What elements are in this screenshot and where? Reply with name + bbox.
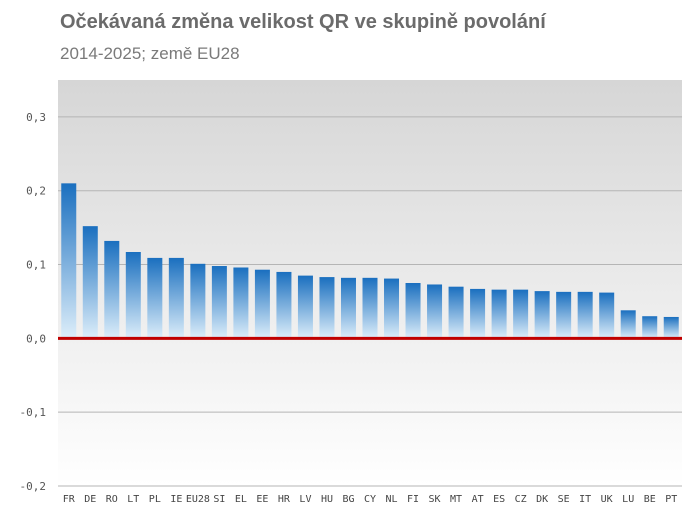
x-tick-label: ES bbox=[493, 494, 505, 505]
x-tick-label: RO bbox=[106, 494, 118, 505]
x-tick-label: SK bbox=[429, 494, 441, 505]
bar-ro bbox=[104, 240, 120, 339]
bar-bg bbox=[340, 277, 356, 339]
x-tick-label: EE bbox=[256, 494, 268, 505]
bar-cy bbox=[362, 277, 378, 339]
bar-cz bbox=[513, 289, 529, 339]
bar-mt bbox=[448, 286, 464, 339]
bar-nl bbox=[384, 278, 400, 339]
x-tick-label: SI bbox=[213, 494, 225, 505]
y-axis: 0,3 0,2 0,1 0,0 -0,1 -0,2 bbox=[20, 111, 47, 493]
bar-si bbox=[211, 266, 227, 339]
x-tick-label: LU bbox=[622, 494, 634, 505]
bar-de bbox=[82, 226, 98, 339]
x-tick-label: DK bbox=[536, 494, 548, 505]
x-tick-label: SE bbox=[558, 494, 570, 505]
bar-hu bbox=[319, 277, 335, 339]
x-tick-label: CZ bbox=[515, 494, 527, 505]
bar-at bbox=[470, 288, 486, 339]
bar-lt bbox=[125, 251, 141, 339]
bar-es bbox=[491, 289, 507, 339]
x-tick-label: PL bbox=[149, 494, 161, 505]
x-tick-label: UK bbox=[601, 494, 613, 505]
x-tick-label: MT bbox=[450, 494, 462, 505]
bar-lu bbox=[620, 310, 636, 339]
bar-lv bbox=[297, 275, 313, 339]
y-tick-label: 0,0 bbox=[26, 332, 46, 345]
x-tick-label: HU bbox=[321, 494, 333, 505]
bar-dk bbox=[534, 291, 550, 339]
bar-fr bbox=[61, 183, 77, 339]
x-tick-label: LV bbox=[299, 494, 311, 505]
x-tick-label: NL bbox=[385, 494, 397, 505]
x-tick-label: HR bbox=[278, 494, 291, 505]
x-tick-label: CY bbox=[364, 494, 376, 505]
bars bbox=[61, 183, 679, 339]
bar-uk bbox=[599, 292, 615, 339]
x-tick-label: EL bbox=[235, 494, 247, 505]
x-tick-label: BE bbox=[644, 494, 656, 505]
chart-subtitle: 2014-2025; země EU28 bbox=[60, 44, 240, 63]
x-tick-label: EU28 bbox=[186, 494, 210, 505]
bar-ie bbox=[168, 257, 184, 339]
x-axis: FR DE RO LT PL IE EU28 SI EL EE HR LV HU BG CY NL FI SK MT… bbox=[63, 494, 678, 505]
bar-be bbox=[642, 316, 658, 339]
bar-ee bbox=[254, 269, 270, 339]
x-tick-label: IE bbox=[170, 494, 182, 505]
y-tick-label: -0,2 bbox=[20, 480, 47, 493]
bar-fi bbox=[405, 283, 421, 339]
bar-pt bbox=[663, 316, 679, 339]
x-tick-label: AT bbox=[472, 494, 484, 505]
chart-title: Očekávaná změna velikost QR ve skupině p… bbox=[60, 11, 546, 33]
x-tick-label: FR bbox=[63, 494, 76, 505]
x-tick-label: BG bbox=[342, 494, 354, 505]
bar-pl bbox=[147, 257, 163, 339]
x-tick-label: FI bbox=[407, 494, 419, 505]
bar-hr bbox=[276, 271, 292, 339]
bar-se bbox=[556, 291, 572, 339]
y-tick-label: 0,2 bbox=[26, 185, 46, 198]
bar-eu28 bbox=[190, 263, 206, 339]
x-tick-label: LT bbox=[127, 494, 139, 505]
bar-sk bbox=[427, 284, 443, 339]
x-tick-label: DE bbox=[84, 494, 96, 505]
x-tick-label: PT bbox=[665, 494, 677, 505]
x-tick-label: IT bbox=[579, 494, 591, 505]
bar-it bbox=[577, 291, 593, 339]
y-tick-label: 0,1 bbox=[26, 259, 46, 272]
bar-el bbox=[233, 267, 249, 339]
y-tick-label: 0,3 bbox=[26, 111, 46, 124]
y-tick-label: -0,1 bbox=[20, 406, 47, 419]
